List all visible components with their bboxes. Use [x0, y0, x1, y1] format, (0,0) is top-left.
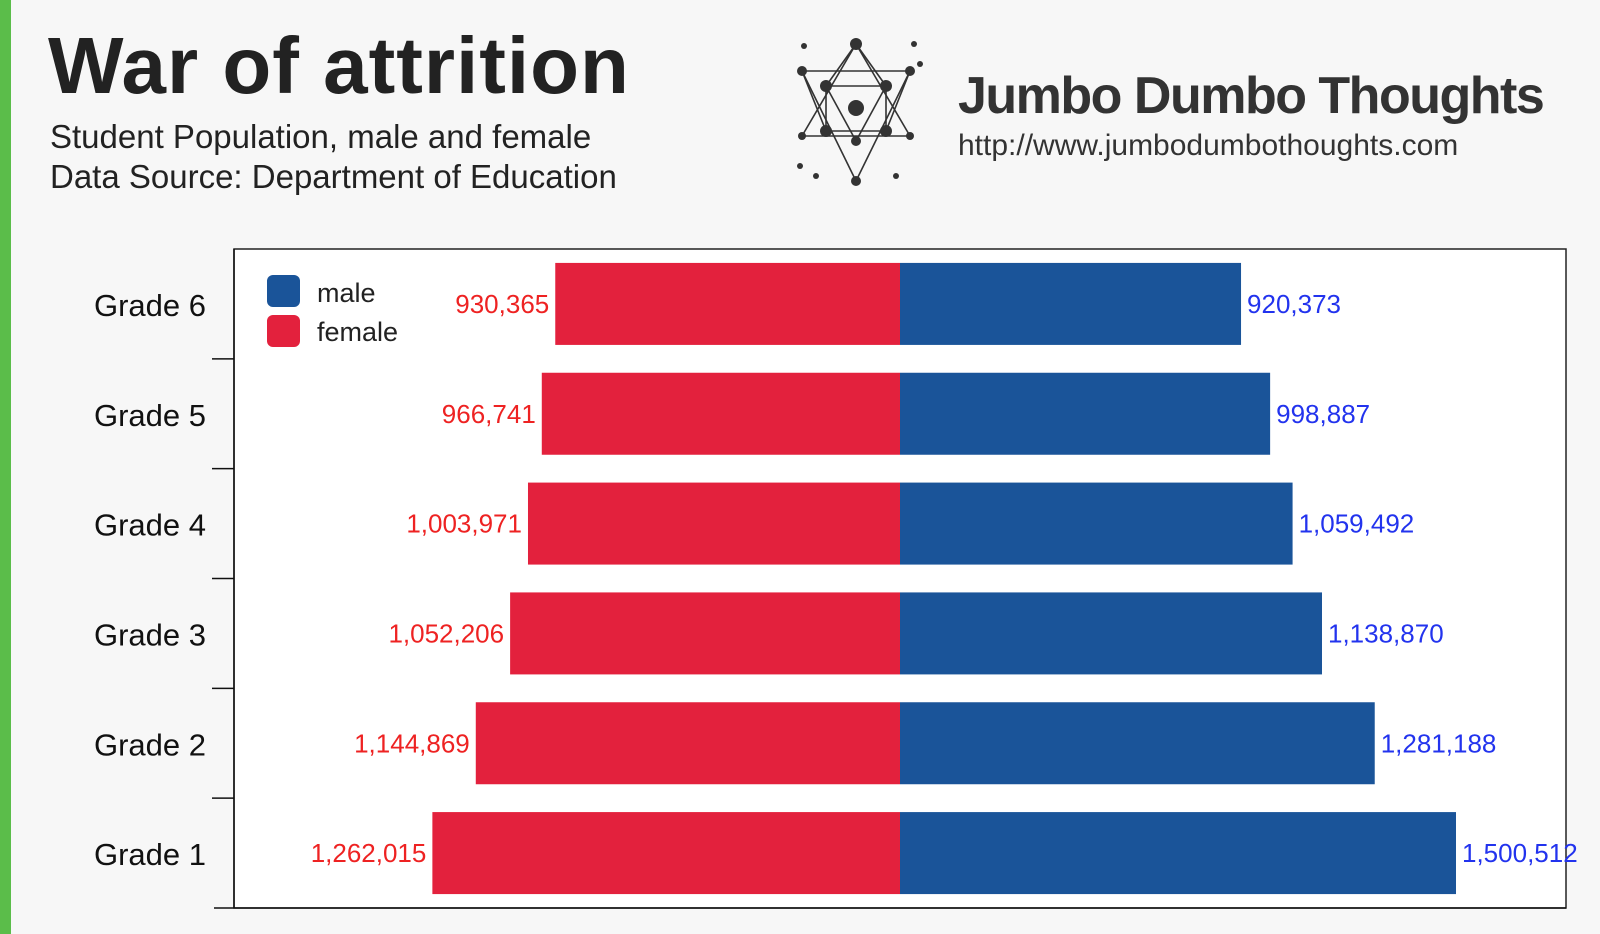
- bar-male-grade-5: [900, 372, 1271, 455]
- category-label: Grade 1: [94, 837, 206, 872]
- category-label: Grade 3: [94, 617, 206, 652]
- legend-swatch-female: [267, 315, 300, 347]
- data-label-female: 966,741: [442, 399, 536, 429]
- legend-label-male: male: [317, 278, 376, 308]
- data-label-female: 1,262,015: [311, 838, 427, 868]
- category-label: Grade 2: [94, 727, 206, 762]
- bar-male-grade-1: [900, 812, 1456, 895]
- data-label-male: 1,059,492: [1299, 509, 1415, 539]
- legend-swatch-male: [267, 275, 300, 307]
- data-label-male: 998,887: [1276, 399, 1370, 429]
- data-label-female: 1,003,971: [406, 509, 522, 539]
- data-label-female: 930,365: [455, 289, 549, 319]
- brand-name: Jumbo Dumbo Thoughts: [958, 67, 1545, 125]
- bar-female-grade-3: [510, 592, 900, 675]
- network-nodes-icon: [797, 38, 923, 186]
- data-label-male: 1,500,512: [1462, 838, 1578, 868]
- plot-area: [233, 248, 1567, 909]
- bar-male-grade-3: [900, 592, 1322, 675]
- bar-male-grade-6: [900, 262, 1242, 345]
- chart-subtitle: Student Population, male and female: [50, 118, 592, 155]
- data-label-female: 1,144,869: [354, 728, 470, 758]
- data-label-male: 1,138,870: [1328, 618, 1444, 648]
- bar-female-grade-5: [541, 372, 900, 455]
- bar-female-grade-2: [475, 702, 900, 785]
- bar-female-grade-6: [555, 262, 900, 345]
- accent-stripe: [0, 0, 11, 934]
- data-label-female: 1,052,206: [388, 618, 504, 648]
- category-label: Grade 4: [94, 508, 206, 543]
- legend-label-female: female: [317, 317, 398, 347]
- chart-title: War of attrition: [48, 21, 630, 110]
- category-label: Grade 6: [94, 288, 206, 323]
- category-label: Grade 5: [94, 398, 206, 433]
- bar-female-grade-1: [432, 812, 900, 895]
- bar-male-grade-2: [900, 702, 1375, 785]
- bar-male-grade-4: [900, 482, 1293, 565]
- brand-url: http://www.jumbodumbothoughts.com: [958, 129, 1459, 162]
- chart-legend: male female: [267, 275, 398, 347]
- bar-female-grade-4: [527, 482, 900, 565]
- data-source: Data Source: Department of Education: [50, 158, 617, 195]
- data-label-male: 1,281,188: [1381, 728, 1497, 758]
- data-label-male: 920,373: [1247, 289, 1341, 319]
